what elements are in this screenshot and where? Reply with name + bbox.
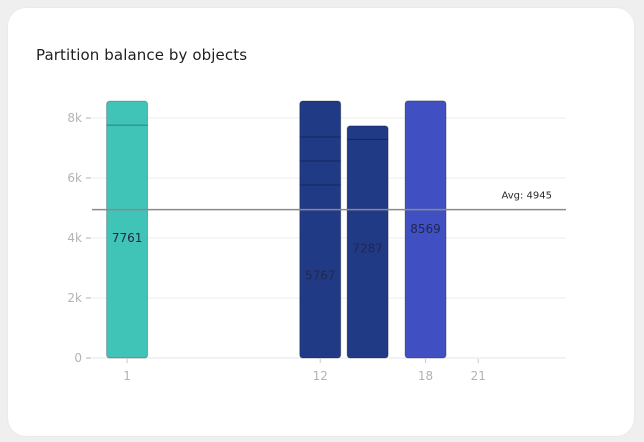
bar-value-label: 8569 [410, 222, 441, 236]
y-tick-label: 0 [74, 351, 82, 365]
y-tick-label: 4k [67, 231, 82, 245]
card-title: Partition balance by objects [36, 46, 248, 64]
bar-value-label: 7287 [352, 242, 383, 256]
x-tick-label: 1 [123, 369, 131, 383]
bar-value-label: 5767 [305, 269, 336, 283]
bar-value-label: 7761 [112, 231, 143, 245]
y-tick-label: 6k [67, 171, 82, 185]
bar-3 [404, 100, 447, 359]
bar-2 [346, 125, 389, 359]
x-tick-label: 21 [471, 369, 486, 383]
x-tick-label: 18 [418, 369, 433, 383]
x-tick-label: 12 [313, 369, 328, 383]
bar-1 [299, 100, 342, 359]
y-tick-label: 2k [67, 291, 82, 305]
bar-0 [106, 100, 149, 359]
average-label: Avg: 4945 [501, 191, 552, 202]
y-tick-label: 8k [67, 111, 82, 125]
